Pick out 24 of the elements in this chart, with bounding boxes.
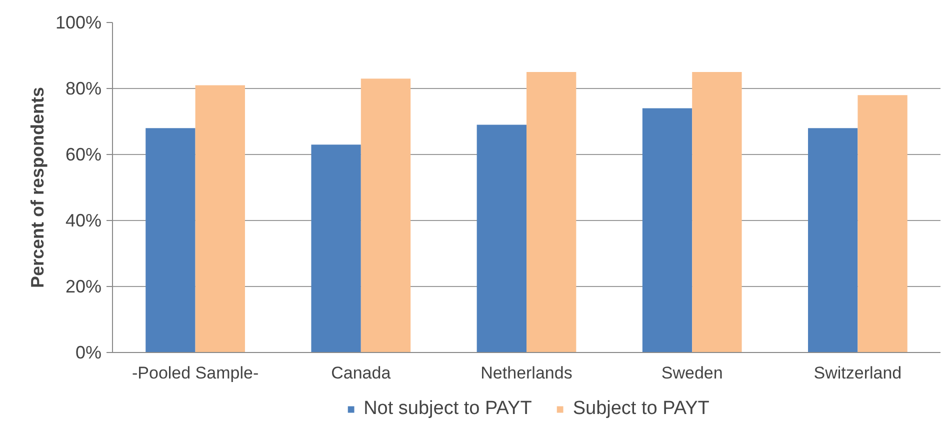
y-axis-title: Percent of respondents: [27, 86, 48, 288]
bar: [476, 124, 526, 352]
bar: [311, 144, 361, 352]
x-tick-label: -Pooled Sample-: [132, 364, 259, 382]
bar: [526, 72, 576, 352]
x-tick-label: Sweden: [661, 364, 723, 382]
bar: [360, 78, 411, 352]
bar: [808, 128, 858, 352]
x-tick-label: Switzerland: [814, 364, 902, 382]
y-tick-label: 40%: [65, 210, 102, 230]
bar: [146, 128, 196, 352]
y-tick-label: 0%: [75, 342, 102, 362]
x-tick-label: Canada: [331, 364, 392, 382]
legend-label: Not subject to PAYT: [364, 398, 532, 420]
y-tick-label: 60%: [65, 144, 102, 164]
y-tick-label: 80%: [65, 78, 102, 98]
legend-label: Subject to PAYT: [572, 398, 710, 420]
bar: [858, 95, 908, 352]
x-tick-label: Netherlands: [480, 364, 572, 382]
bar: [642, 108, 692, 352]
y-tick-label: 20%: [65, 276, 102, 296]
bar: [195, 85, 245, 352]
bar: [692, 72, 742, 352]
y-tick-label: 100%: [55, 12, 102, 32]
